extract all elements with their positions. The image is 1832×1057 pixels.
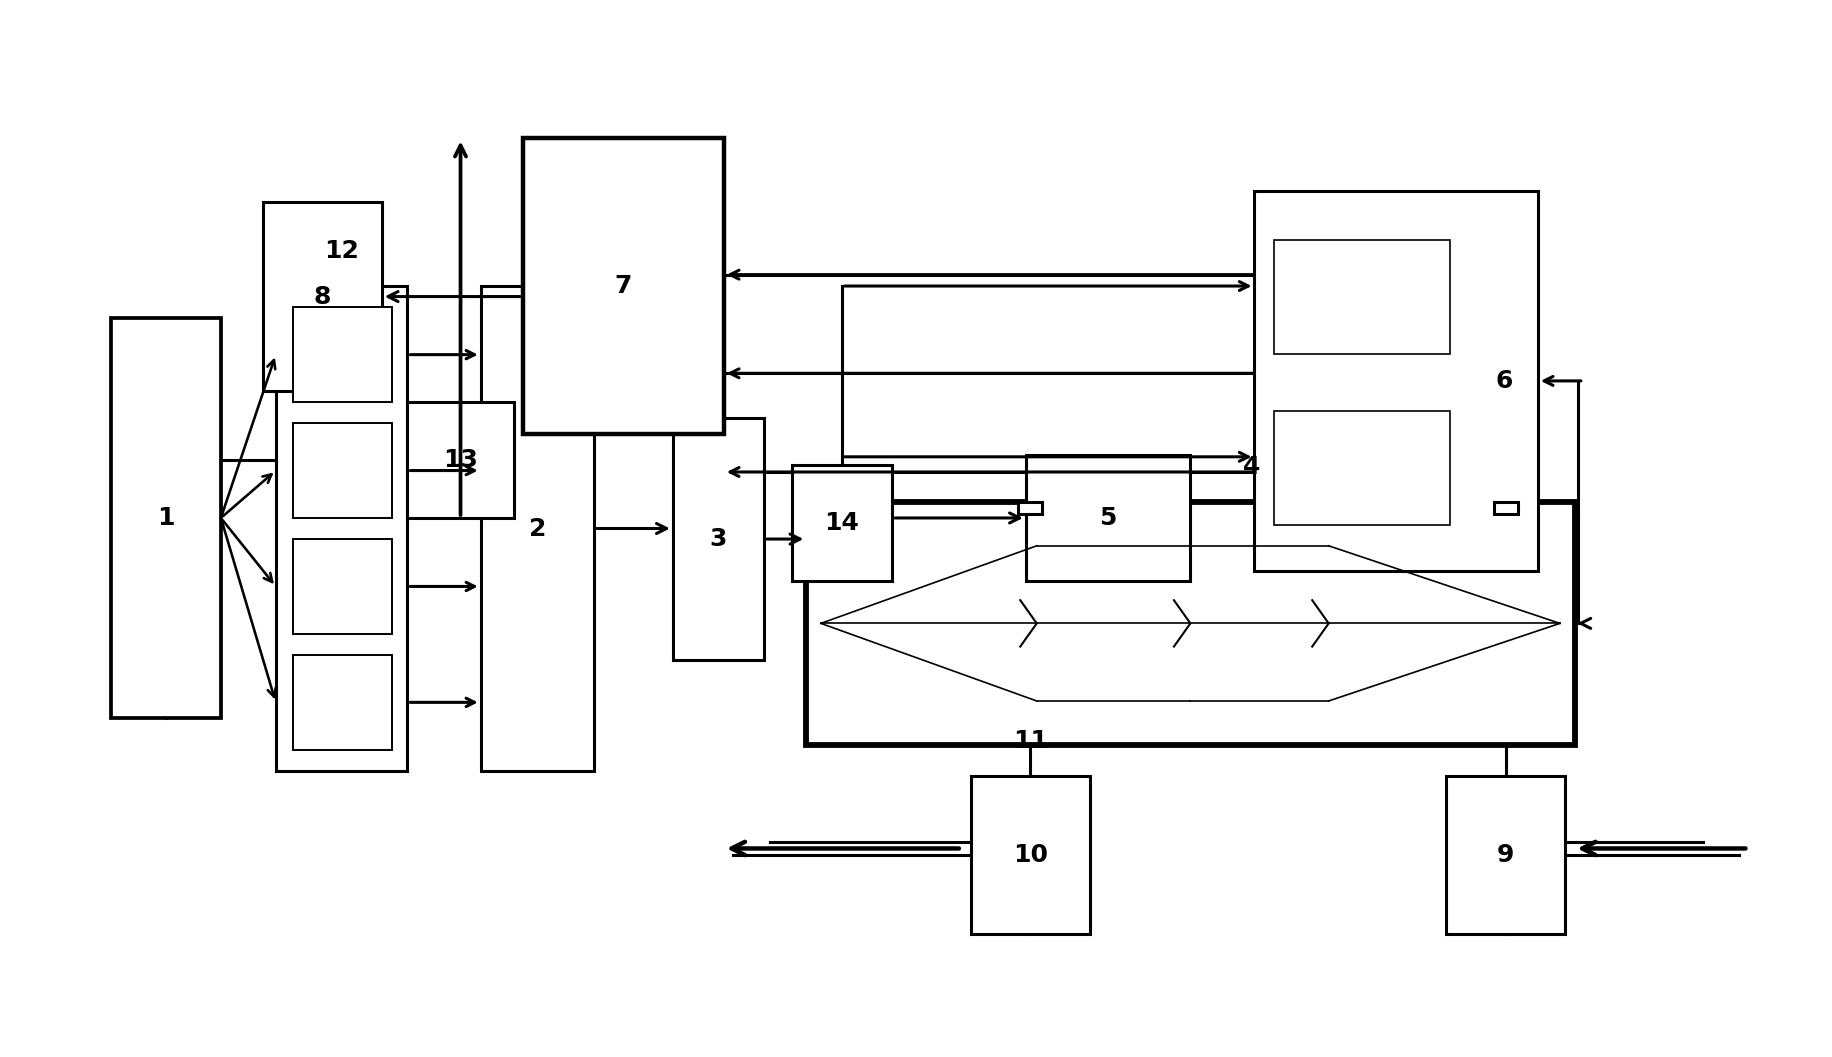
Bar (293, 539, 392, 634)
Bar (293, 655, 392, 749)
Bar (971, 776, 1090, 934)
Text: 14: 14 (824, 512, 859, 535)
Bar (1495, 502, 1519, 515)
Bar (791, 465, 892, 581)
Text: 12: 12 (324, 239, 359, 263)
Bar (277, 286, 407, 771)
Text: 1: 1 (158, 506, 174, 530)
Bar (480, 286, 594, 771)
Bar (522, 138, 724, 433)
Text: 2: 2 (529, 517, 546, 540)
Bar (264, 202, 381, 391)
Text: 13: 13 (443, 448, 478, 472)
Bar (672, 418, 764, 661)
Bar (1019, 502, 1042, 515)
Bar (112, 318, 222, 719)
Text: 8: 8 (313, 284, 332, 309)
Text: 11: 11 (1013, 729, 1048, 753)
Bar (407, 402, 513, 518)
Bar (293, 308, 392, 402)
Bar (1447, 776, 1565, 934)
Text: 4: 4 (1244, 455, 1260, 479)
Text: 9: 9 (1497, 843, 1515, 868)
Bar (1255, 191, 1537, 571)
Bar (293, 423, 392, 518)
Text: 5: 5 (1099, 506, 1118, 530)
Bar (1026, 455, 1191, 581)
Text: 3: 3 (709, 527, 727, 551)
Bar (806, 502, 1574, 744)
Bar (1275, 241, 1451, 354)
Text: 10: 10 (1013, 843, 1048, 868)
Text: 6: 6 (1495, 369, 1513, 393)
Bar (1275, 411, 1451, 525)
Text: 7: 7 (616, 274, 632, 298)
